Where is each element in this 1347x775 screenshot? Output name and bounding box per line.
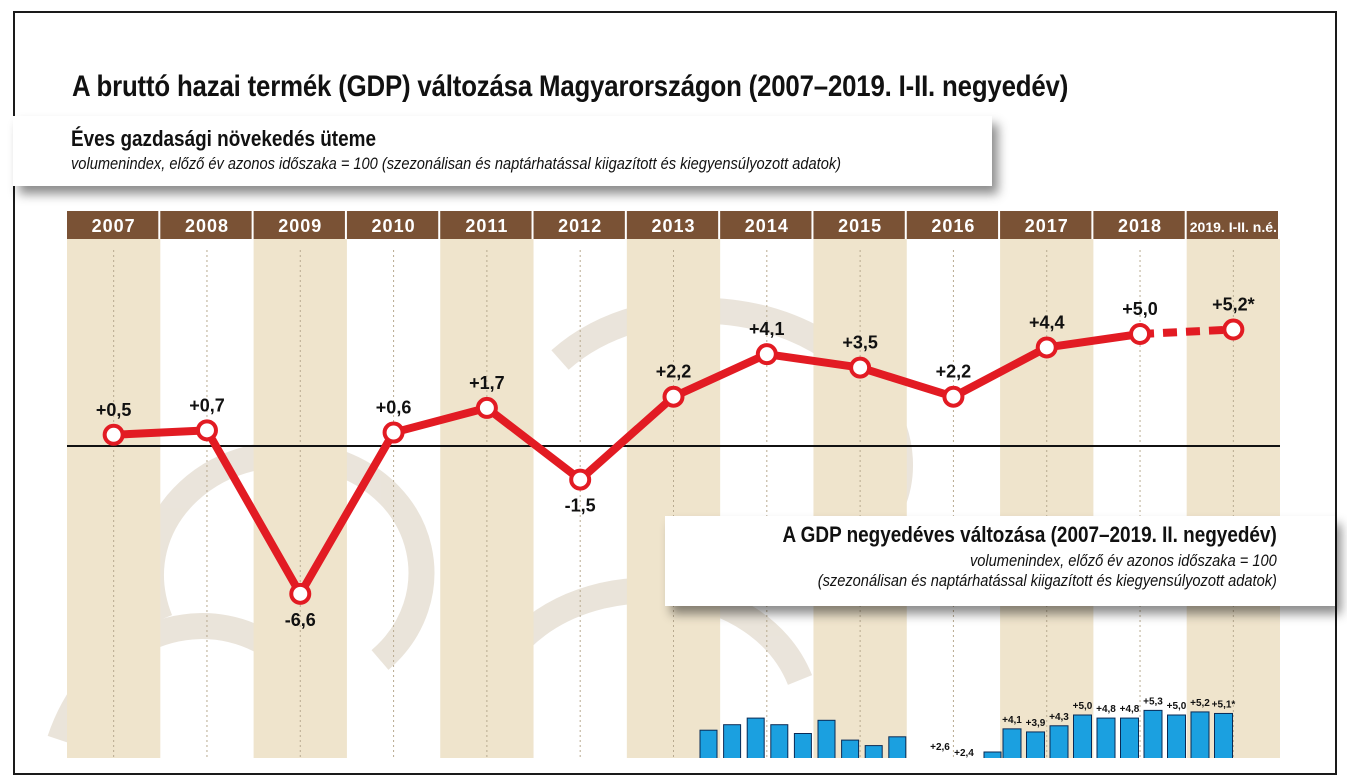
- year-header-cell: [533, 211, 625, 239]
- quarterly-bar: [1096, 717, 1116, 758]
- data-point-label: +0,5: [96, 400, 132, 420]
- quarterly-bar: [1049, 725, 1069, 758]
- year-header-label: 2018: [1118, 216, 1162, 236]
- year-header-cell: [906, 211, 999, 239]
- year-header-cell: [346, 211, 439, 239]
- quarterly-bar-label: +4,8: [1120, 704, 1140, 715]
- data-point-marker: [942, 385, 965, 408]
- quarterly-bar: [723, 724, 742, 758]
- main-title: A bruttó hazai termék (GDP) változása Ma…: [72, 70, 1069, 104]
- year-header-cell: [253, 211, 345, 239]
- data-point-label: +0,6: [376, 398, 412, 418]
- data-point-label: -1,5: [565, 496, 596, 516]
- data-point-marker: [475, 396, 498, 419]
- data-point-marker: [102, 423, 125, 446]
- quarterly-bar-label: +5,2: [1190, 698, 1210, 709]
- annual-growth-line: [109, 330, 1145, 598]
- quarterly-bar-label: +2,6: [930, 742, 950, 753]
- quarterly-bar-label: +4,1: [1002, 715, 1022, 726]
- year-header-label: 2017: [1025, 216, 1069, 236]
- data-point-label: +5,2*: [1212, 295, 1255, 315]
- quarterly-chart-title: A GDP negyedéves változása (2007–2019. I…: [782, 522, 1277, 547]
- data-point-label: +1,7: [469, 373, 505, 393]
- data-point-marker: [382, 421, 405, 444]
- quarterly-bar: [1214, 712, 1233, 758]
- annual-growth-forecast-segment: [1139, 325, 1234, 338]
- year-header-cell: [160, 211, 252, 239]
- quarterly-bar: [1026, 731, 1045, 758]
- quarterly-bar: [1120, 717, 1139, 758]
- annual-chart-subtitle: volumenindex, előző év azonos időszaka =…: [71, 154, 842, 173]
- quarterly-bar: [888, 736, 907, 758]
- data-point-marker: [662, 385, 685, 408]
- year-header-label: 2019. I-II. n.é.: [1190, 219, 1277, 235]
- quarterly-bar-label: +5,0: [1073, 701, 1093, 712]
- data-point-marker: [1222, 318, 1245, 341]
- year-header-cell: [1093, 211, 1185, 239]
- year-header-cell: [1000, 211, 1092, 239]
- data-point-marker: [755, 343, 778, 366]
- year-header-label: 2008: [185, 216, 229, 236]
- year-header-label: 2007: [92, 216, 136, 236]
- annual-chart-title: Éves gazdasági növekedés üteme: [71, 126, 376, 151]
- data-point-marker: [849, 356, 872, 379]
- quarterly-bar: [770, 724, 789, 758]
- year-header-label: 2013: [651, 216, 695, 236]
- year-header-label: 2012: [558, 216, 602, 236]
- quarterly-bar: [1143, 709, 1163, 758]
- year-header-cell: [813, 211, 905, 239]
- year-header-label: 2014: [745, 216, 789, 236]
- quarterly-bar: [817, 719, 836, 758]
- data-point-marker: [1129, 323, 1152, 345]
- quarterly-bar-label: +4,3: [1049, 712, 1069, 723]
- data-point-label: +0,7: [189, 395, 225, 415]
- data-point-label: +2,2: [936, 362, 972, 382]
- quarterly-bar: [793, 733, 812, 758]
- year-header-label: 2009: [278, 216, 322, 236]
- annual-growth-panel: Éves gazdasági növekedés üteme volumenin…: [13, 116, 992, 186]
- year-header-cell: [1186, 211, 1278, 239]
- quarterly-bar: [864, 745, 883, 758]
- quarterly-bar-label: +5,3: [1143, 696, 1163, 707]
- data-point-label: +2,2: [656, 362, 692, 382]
- quarterly-bar: [841, 739, 860, 758]
- quarterly-bar-label: +4,8: [1096, 704, 1116, 715]
- data-point-label: +5,0: [1122, 299, 1158, 319]
- quarterly-bar: [1190, 711, 1210, 758]
- quarterly-bar: [699, 729, 718, 758]
- quarterly-chart-subtitle-line1: volumenindex, előző év azonos időszaka =…: [970, 551, 1277, 570]
- data-point-marker: [195, 419, 218, 442]
- data-point-marker: [1035, 336, 1058, 359]
- year-header-cell: [440, 211, 532, 239]
- quarterly-growth-panel: A GDP negyedéves változása (2007–2019. I…: [665, 516, 1335, 606]
- year-header-label: 2011: [465, 216, 508, 236]
- quarterly-bar: [746, 717, 765, 758]
- data-point-label: +4,4: [1029, 312, 1065, 332]
- quarterly-bar-label: +5,0: [1167, 701, 1187, 712]
- year-header-cell: [67, 211, 159, 239]
- quarterly-bar: [1073, 714, 1092, 758]
- year-header-label: 2016: [931, 216, 975, 236]
- year-header-label: 2010: [372, 216, 416, 236]
- data-point-marker: [569, 468, 592, 491]
- quarterly-bar-label: +5,1*: [1212, 699, 1236, 710]
- quarterly-bar: [1002, 728, 1022, 758]
- quarterly-chart-subtitle-line2: (szezonálisan és naptárhatással kiigazít…: [817, 571, 1277, 590]
- year-header-label: 2015: [838, 216, 882, 236]
- quarterly-bar: [1167, 714, 1186, 758]
- year-header-cell: [720, 211, 812, 239]
- data-point-marker: [289, 582, 312, 605]
- data-point-label: +3,5: [842, 333, 878, 353]
- quarterly-bar-label: +2,4: [954, 748, 974, 758]
- data-point-label: +4,1: [749, 319, 785, 339]
- data-point-label: -6,6: [285, 610, 316, 630]
- quarterly-bar-label: +3,9: [1026, 718, 1046, 729]
- quarterly-bar: [983, 751, 1002, 758]
- year-header-cell: [626, 211, 719, 239]
- gdp-chart: 2007 2008 2009 2010 2011 2012 2013 2014 2015 2016…: [47, 211, 1280, 758]
